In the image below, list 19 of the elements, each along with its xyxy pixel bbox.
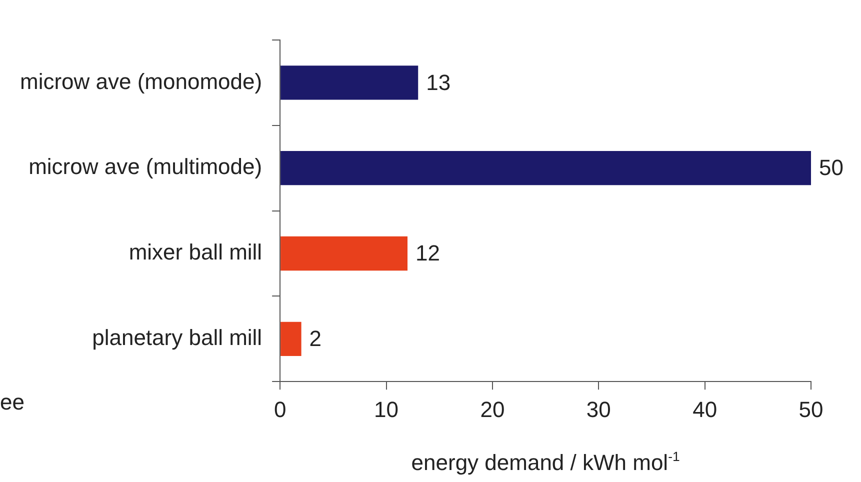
data-label: 12 xyxy=(415,240,440,266)
x-tick-label: 50 xyxy=(798,396,824,422)
bar xyxy=(280,66,418,100)
x-tick-label: 10 xyxy=(374,396,398,422)
y-tick-label: mixer ball mill xyxy=(128,240,262,265)
bar xyxy=(280,322,302,356)
y-tick-label: microw ave (monomode) xyxy=(20,68,262,94)
y-tick-label: microw ave (multimode) xyxy=(28,154,262,180)
text: ee xyxy=(0,390,24,415)
bar xyxy=(280,151,811,186)
x-tick-label: 20 xyxy=(480,396,505,422)
x-tick-label: 0 xyxy=(274,396,286,422)
data-label: 13 xyxy=(426,70,451,95)
x-tick-label: 40 xyxy=(692,396,718,422)
bar xyxy=(280,236,408,271)
data-label: 2 xyxy=(309,326,322,351)
x-tick-label: 30 xyxy=(586,396,611,422)
data-label: 50 xyxy=(819,155,844,180)
y-tick-label: planetary ball mill xyxy=(92,324,262,350)
